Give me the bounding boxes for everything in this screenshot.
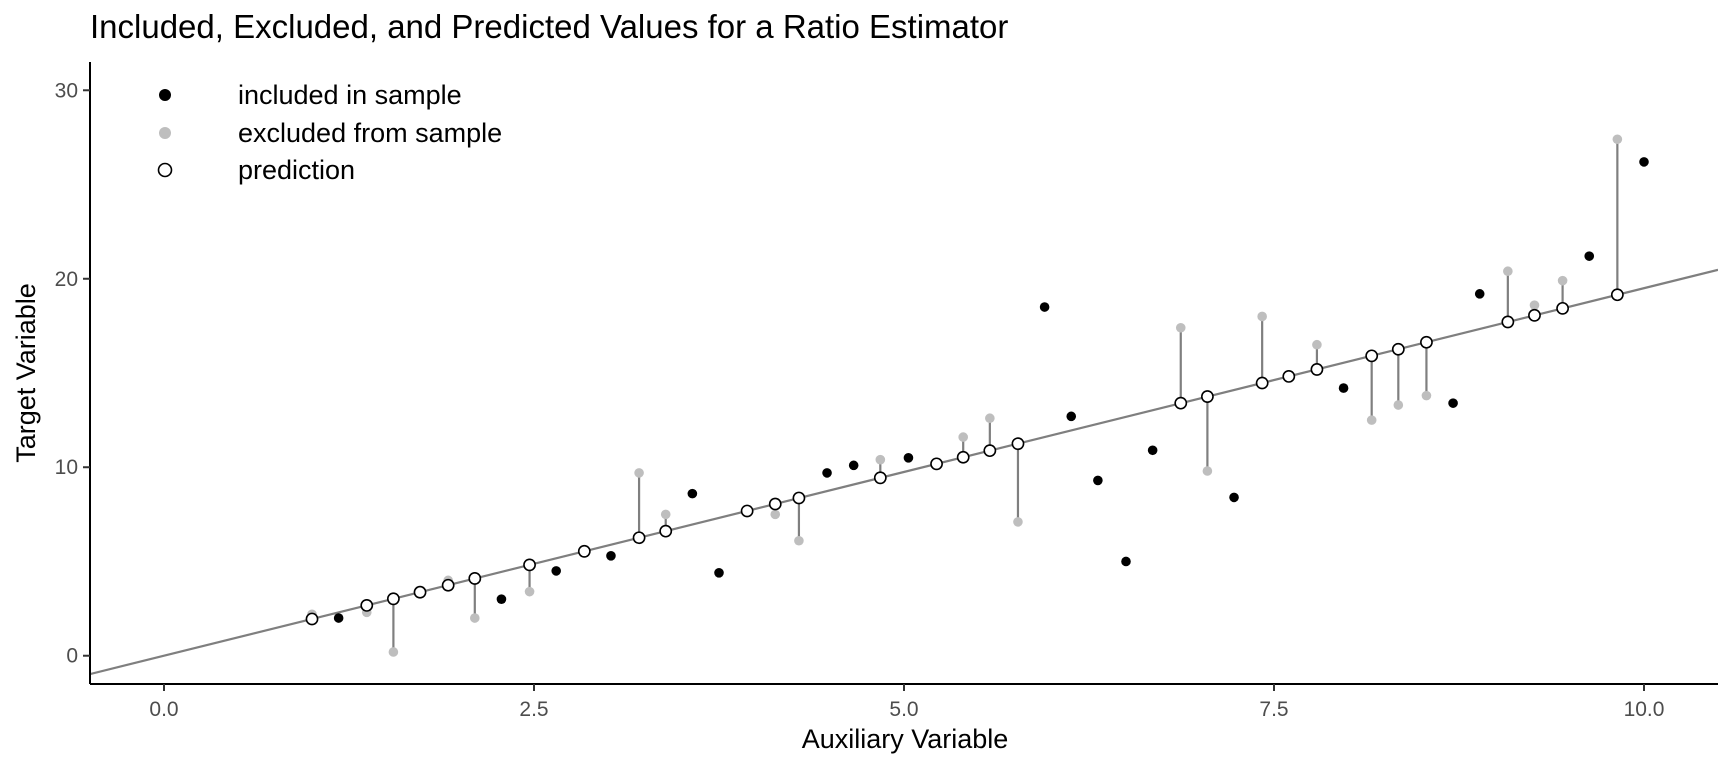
prediction-point <box>1420 335 1433 349</box>
x-tick-label: 10.0 <box>1624 698 1665 721</box>
excluded-point <box>634 468 644 478</box>
prediction-point <box>740 504 754 518</box>
excluded-point <box>1257 311 1267 322</box>
included-point <box>333 613 344 623</box>
excluded-point <box>985 413 995 424</box>
prediction-point <box>468 572 482 585</box>
prediction-point <box>441 578 455 592</box>
included-point <box>1229 492 1239 503</box>
included-point <box>1066 411 1077 422</box>
prediction-point <box>1201 390 1214 403</box>
included-point <box>687 488 698 499</box>
excluded-point <box>1503 266 1513 277</box>
y-axis-title: Target Variable <box>11 283 41 463</box>
y-tick-label: 20 <box>55 268 78 291</box>
included-point <box>1039 302 1050 312</box>
prediction-point <box>768 497 782 511</box>
included-point <box>551 566 561 576</box>
excluded-point <box>1529 300 1540 310</box>
prediction-point <box>577 544 591 558</box>
x-tick-label: 7.5 <box>1259 698 1288 721</box>
prediction-point <box>659 524 673 538</box>
excluded-point <box>958 432 968 442</box>
included-point <box>1147 445 1158 456</box>
x-tick-label: 0.0 <box>149 698 178 721</box>
included-point <box>1448 398 1458 408</box>
included-point <box>1121 556 1131 567</box>
legend-key-included <box>159 89 171 101</box>
prediction-point <box>792 491 806 505</box>
included-point <box>714 567 724 578</box>
excluded-point <box>1612 134 1623 145</box>
prediction-point <box>1011 437 1025 451</box>
legend-label-prediction: prediction <box>238 155 355 185</box>
prediction-point <box>1282 369 1296 383</box>
included-point <box>903 453 914 463</box>
excluded-point <box>524 586 535 597</box>
excluded-point <box>1393 400 1404 410</box>
excluded-point <box>1421 390 1432 401</box>
included-point <box>606 551 616 561</box>
legend: included in sample excluded from sample pr… <box>157 80 502 185</box>
ratio-line <box>90 268 1718 676</box>
included-point <box>848 460 859 471</box>
y-tick-label: 0 <box>66 645 78 668</box>
y-tick-label: 10 <box>55 456 78 479</box>
excluded-point <box>770 509 781 520</box>
prediction-point <box>873 471 887 485</box>
x-tick-label: 2.5 <box>519 698 548 721</box>
included-point <box>1474 289 1485 299</box>
prediction-point <box>1255 376 1269 390</box>
prediction-point <box>386 592 400 606</box>
prediction-point <box>956 450 970 464</box>
included-point <box>1338 383 1349 393</box>
included-point <box>496 594 507 604</box>
prediction-point <box>305 612 319 626</box>
legend-label-excluded: excluded from sample <box>238 118 502 148</box>
excluded-point <box>1175 322 1186 333</box>
excluded-point <box>1312 339 1322 350</box>
chart-title: Included, Excluded, and Predicted Values… <box>90 8 1009 45</box>
prediction-point <box>413 585 427 599</box>
included-point <box>1584 251 1595 261</box>
prediction-point <box>360 599 374 612</box>
prediction-point <box>1391 342 1405 356</box>
prediction-point <box>930 457 943 471</box>
prediction-point <box>1174 396 1188 410</box>
prediction-point <box>523 558 536 572</box>
prediction-point <box>1556 301 1569 315</box>
excluded-point <box>1366 415 1377 425</box>
prediction-point <box>1501 315 1515 329</box>
included-point <box>822 468 832 478</box>
prediction-point <box>1310 363 1324 376</box>
x-tick-label: 5.0 <box>889 698 918 721</box>
excluded-point <box>660 509 671 520</box>
excluded-point <box>1013 517 1023 527</box>
excluded-point <box>1557 275 1568 286</box>
excluded-point <box>1202 466 1213 476</box>
excluded-point <box>875 454 886 465</box>
excluded-point <box>470 613 480 623</box>
prediction-point <box>1528 308 1541 322</box>
included-point <box>1093 475 1103 486</box>
prediction-point <box>632 531 646 545</box>
x-axis-title: Auxiliary Variable <box>802 724 1009 754</box>
prediction-point <box>1610 288 1624 302</box>
prediction-point <box>983 444 997 458</box>
prediction-point <box>1365 349 1379 363</box>
legend-key-excluded <box>159 127 171 139</box>
excluded-point <box>388 647 399 657</box>
excluded-point <box>794 535 804 546</box>
included-point <box>1639 157 1649 167</box>
legend-label-included: included in sample <box>238 80 462 110</box>
legend-key-prediction <box>157 162 173 178</box>
y-tick-label: 30 <box>55 79 78 102</box>
